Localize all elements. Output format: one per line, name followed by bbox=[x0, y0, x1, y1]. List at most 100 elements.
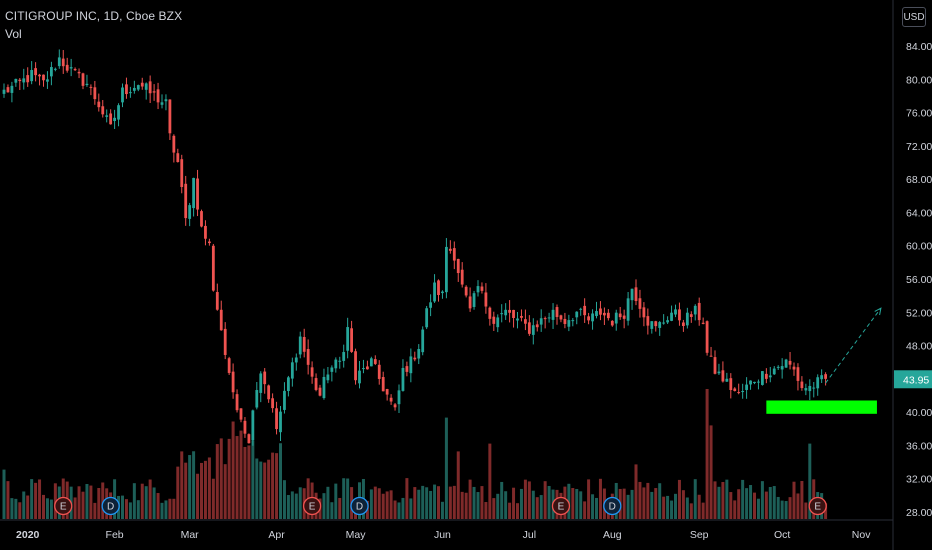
candle-body bbox=[10, 85, 14, 93]
candle-body bbox=[188, 205, 192, 219]
candle-body bbox=[753, 381, 756, 384]
candle-body bbox=[338, 360, 342, 362]
price-tick-label: 40.00 bbox=[906, 407, 932, 419]
volume-bar bbox=[144, 486, 148, 519]
candle bbox=[437, 279, 440, 302]
candle bbox=[642, 302, 646, 327]
candle-body bbox=[678, 309, 681, 321]
volume-bar bbox=[132, 483, 136, 519]
candle bbox=[496, 314, 500, 333]
volume-bar bbox=[53, 483, 57, 519]
volume-bar bbox=[128, 502, 132, 519]
time-tick-label: Sep bbox=[690, 529, 709, 541]
candle bbox=[678, 302, 681, 326]
dividend-marker[interactable]: D bbox=[603, 496, 622, 516]
candle-body bbox=[50, 67, 53, 77]
candle-body bbox=[38, 74, 41, 77]
volume-bar bbox=[824, 503, 828, 519]
volume-bar bbox=[251, 441, 255, 519]
candle-body bbox=[136, 85, 140, 90]
volume-indicator-label[interactable]: Vol bbox=[5, 27, 22, 41]
candle bbox=[176, 148, 180, 163]
candle bbox=[61, 50, 65, 74]
volume-bar bbox=[780, 500, 784, 519]
candle-body bbox=[484, 292, 488, 307]
price-tick-label: 80.00 bbox=[906, 74, 932, 86]
candle-body bbox=[2, 89, 6, 94]
candle-body bbox=[263, 371, 267, 385]
candle bbox=[318, 384, 322, 397]
candle-body bbox=[674, 309, 677, 315]
candle-body bbox=[547, 317, 551, 319]
candle-body bbox=[342, 352, 346, 361]
candle-body bbox=[476, 286, 480, 293]
volume-bar bbox=[808, 443, 812, 519]
candle bbox=[709, 346, 713, 357]
candle bbox=[492, 311, 496, 332]
currency-button[interactable]: USD bbox=[902, 7, 926, 27]
candle-body bbox=[322, 376, 326, 399]
candle-body bbox=[622, 315, 626, 319]
volume-bar bbox=[456, 451, 460, 519]
dividend-marker[interactable]: D bbox=[350, 496, 369, 516]
volume-bar bbox=[737, 489, 741, 519]
candle bbox=[674, 304, 677, 318]
candle-body bbox=[650, 321, 654, 329]
earnings-marker[interactable]: E bbox=[808, 496, 827, 516]
earnings-marker[interactable]: E bbox=[302, 496, 322, 516]
earnings-marker[interactable]: E bbox=[551, 496, 571, 516]
target-zone bbox=[766, 400, 877, 414]
candle bbox=[251, 409, 255, 446]
volume-bar bbox=[397, 502, 401, 519]
candle bbox=[346, 317, 350, 359]
candle-body bbox=[397, 390, 401, 405]
candle-body bbox=[531, 325, 535, 335]
volume-bar bbox=[73, 497, 77, 519]
projection-dashed-line[interactable] bbox=[825, 307, 882, 384]
volume-bar bbox=[267, 459, 271, 519]
candle bbox=[476, 280, 480, 297]
target-zone-box[interactable] bbox=[766, 400, 877, 414]
candle bbox=[421, 326, 425, 356]
candle-body bbox=[18, 79, 22, 82]
candle bbox=[603, 307, 606, 326]
candle-body bbox=[318, 387, 322, 396]
candle bbox=[749, 380, 752, 390]
time-tick-label: May bbox=[346, 529, 367, 541]
earnings-marker[interactable]: E bbox=[54, 496, 73, 516]
candle bbox=[725, 372, 729, 382]
candle bbox=[535, 320, 539, 332]
symbol-title[interactable]: CITIGROUP INC, 1D, Cboe BZX bbox=[5, 9, 183, 23]
volume-bar bbox=[448, 486, 452, 519]
candle bbox=[184, 175, 188, 226]
volume-bar bbox=[93, 502, 97, 519]
candle bbox=[18, 78, 22, 91]
dividend-marker[interactable]: D bbox=[101, 496, 120, 516]
candle-body bbox=[591, 313, 594, 322]
volume-bar bbox=[523, 479, 527, 519]
volume-bar bbox=[49, 499, 53, 519]
volume-bar bbox=[729, 492, 733, 519]
candle bbox=[263, 368, 267, 394]
candle-body bbox=[820, 375, 824, 380]
candle-body bbox=[362, 368, 365, 370]
volume-bar bbox=[788, 497, 792, 519]
candle-body bbox=[358, 370, 361, 384]
candle bbox=[658, 320, 662, 336]
volume-bar bbox=[346, 478, 350, 519]
candle bbox=[298, 331, 302, 359]
volume-bar bbox=[444, 417, 448, 519]
volume-bar bbox=[136, 500, 140, 519]
volume-bar bbox=[298, 487, 302, 519]
volume-bar bbox=[369, 489, 373, 519]
volume-bar bbox=[247, 445, 251, 519]
candle bbox=[156, 82, 160, 110]
time-axis: 2020 Feb Mar Apr May Jun Jul Aug Sep Oct Nov bbox=[16, 529, 871, 541]
candle-body bbox=[6, 87, 10, 93]
price-tick-label: 36.00 bbox=[906, 440, 932, 452]
volume-bar bbox=[543, 481, 547, 519]
candle bbox=[551, 303, 555, 329]
candle-body bbox=[306, 349, 310, 365]
